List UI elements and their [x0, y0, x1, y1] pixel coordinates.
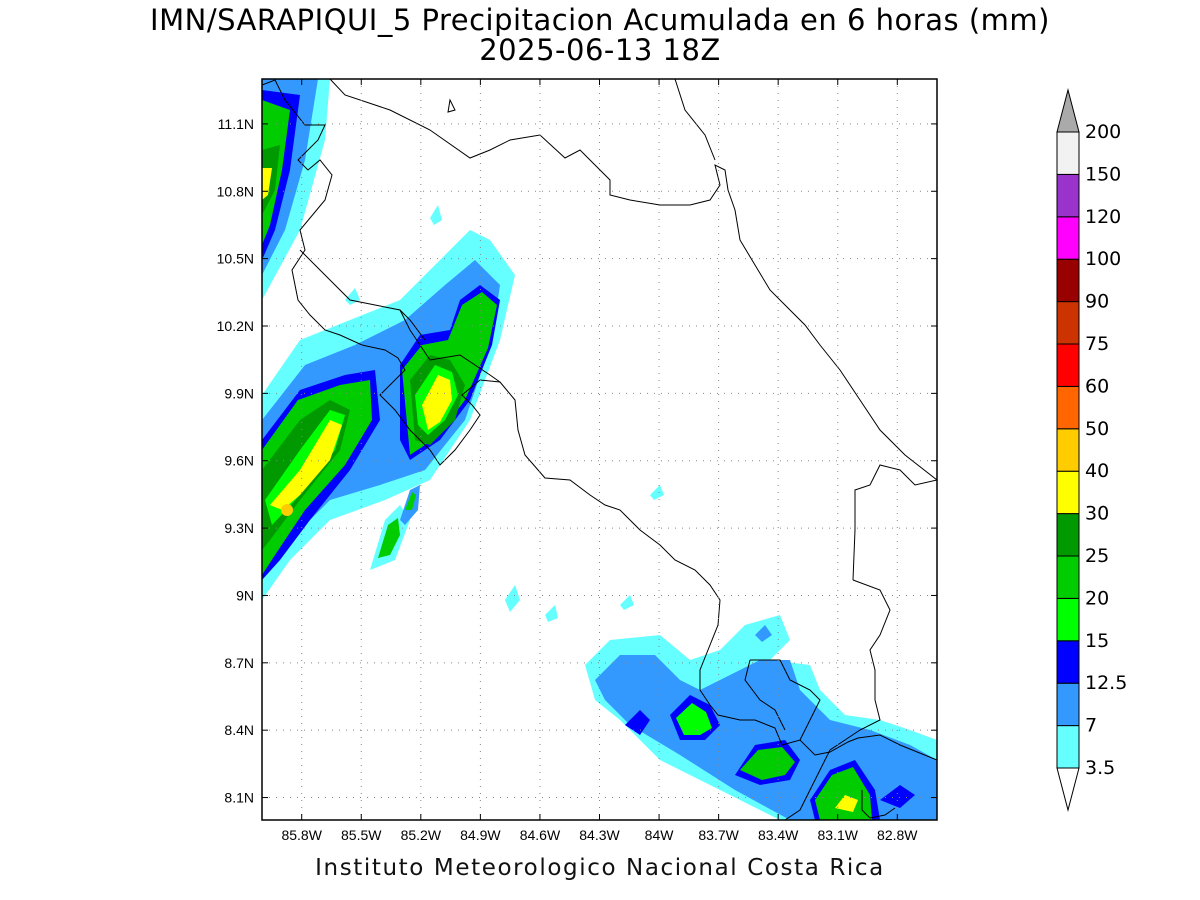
rain-cell-central-east: [400, 285, 500, 460]
colorbar-swatch: [1056, 640, 1080, 684]
lon-tick-label: 84.9W: [460, 827, 501, 843]
colorbar-level-label: 25: [1085, 545, 1109, 567]
lat-tick-label: 9.9N: [224, 385, 254, 401]
rain-cell-central-north: [262, 230, 515, 600]
lat-tick-label: 8.4N: [224, 722, 254, 738]
colorbar-swatch: [1056, 725, 1080, 769]
lat-tick-label: 11.1N: [218, 116, 254, 132]
colorbar-swatch: [1056, 555, 1080, 599]
colorbar-underflow-arrow: [1056, 767, 1080, 812]
colorbar-level-label: 15: [1085, 630, 1109, 652]
lon-tick-label: 85.2W: [401, 827, 442, 843]
colorbar-level-label: 12.5: [1085, 672, 1127, 694]
colorbar-level-label: 7: [1085, 715, 1097, 737]
lat-tick-label: 10.5N: [217, 251, 254, 267]
colorbar-level-label: 200: [1085, 121, 1121, 143]
lon-tick-label: 83.1W: [818, 827, 859, 843]
lat-tick-label: 8.7N: [224, 655, 254, 671]
colorbar-swatch: [1056, 682, 1080, 727]
rain-cell-small-south-a: [345, 205, 664, 622]
rain-cell-southeast: [585, 615, 937, 820]
lat-lon-grid: [262, 79, 937, 820]
colorbar-swatch: [1056, 173, 1080, 218]
footer-credit: Instituto Meteorologico Nacional Costa R…: [315, 855, 885, 881]
map-title: IMN/SARAPIQUI_5 Precipitacion Acumulada …: [150, 3, 1050, 37]
colorbar-level-label: 90: [1085, 291, 1109, 313]
axis-ticks: 85.8W 85.5W 85.2W 84.9W 84.6W 84.3W 84W 83.7W 83…: [217, 79, 937, 843]
lon-tick-label: 85.5W: [341, 827, 382, 843]
colorbar-level-label: 60: [1085, 375, 1109, 397]
colorbar-level-label: 100: [1085, 248, 1121, 270]
lat-tick-label: 8.1N: [224, 790, 254, 806]
colorbar-level-label: 150: [1085, 163, 1121, 185]
colorbar-level-label: 20: [1085, 587, 1109, 609]
colorbar-level-label: 50: [1085, 418, 1109, 440]
colorbar-level-label: 75: [1085, 333, 1109, 355]
lon-tick-label: 82.8W: [877, 827, 918, 843]
colorbar-level-label: 40: [1085, 460, 1109, 482]
colorbar-swatch: [1056, 513, 1080, 557]
colorbar-level-label: 3.5: [1085, 757, 1115, 779]
lon-tick-label: 83.4W: [758, 827, 799, 843]
lat-tick-label: 9.6N: [224, 453, 254, 469]
colorbar-swatch: [1056, 131, 1080, 175]
colorbar-level-label: 120: [1085, 206, 1121, 228]
lon-tick-label: 85.8W: [281, 827, 322, 843]
colorbar-swatch: [1056, 343, 1080, 387]
colorbar-swatch: [1056, 385, 1080, 430]
lat-tick-label: 10.2N: [217, 318, 254, 334]
colorbar-level-label: 30: [1085, 503, 1109, 525]
lon-tick-label: 84.3W: [579, 827, 620, 843]
lat-tick-label: 9.3N: [224, 520, 254, 536]
colorbar-swatch: [1056, 216, 1080, 260]
rain-cell-northwest-top: [262, 79, 330, 300]
colorbar-swatch: [1056, 597, 1080, 642]
precipitation-fields: [262, 79, 937, 820]
colorbar: 3.5 7 12.5 15 20 25 30 40 50 60 75 90 100 120 150 200: [1056, 88, 1127, 812]
lon-tick-label: 83.7W: [698, 827, 739, 843]
lat-tick-label: 10.8N: [217, 183, 254, 199]
colorbar-swatch: [1056, 258, 1080, 303]
lat-tick-label: 9N: [236, 587, 254, 603]
map-subtitle-datetime: 2025-06-13 18Z: [479, 33, 721, 67]
lon-tick-label: 84.6W: [520, 827, 561, 843]
colorbar-swatch: [1056, 301, 1080, 345]
colorbar-overflow-arrow: [1056, 88, 1080, 133]
lon-tick-label: 84W: [645, 827, 675, 843]
colorbar-swatch: [1056, 428, 1080, 472]
colorbar-swatch: [1056, 470, 1080, 515]
